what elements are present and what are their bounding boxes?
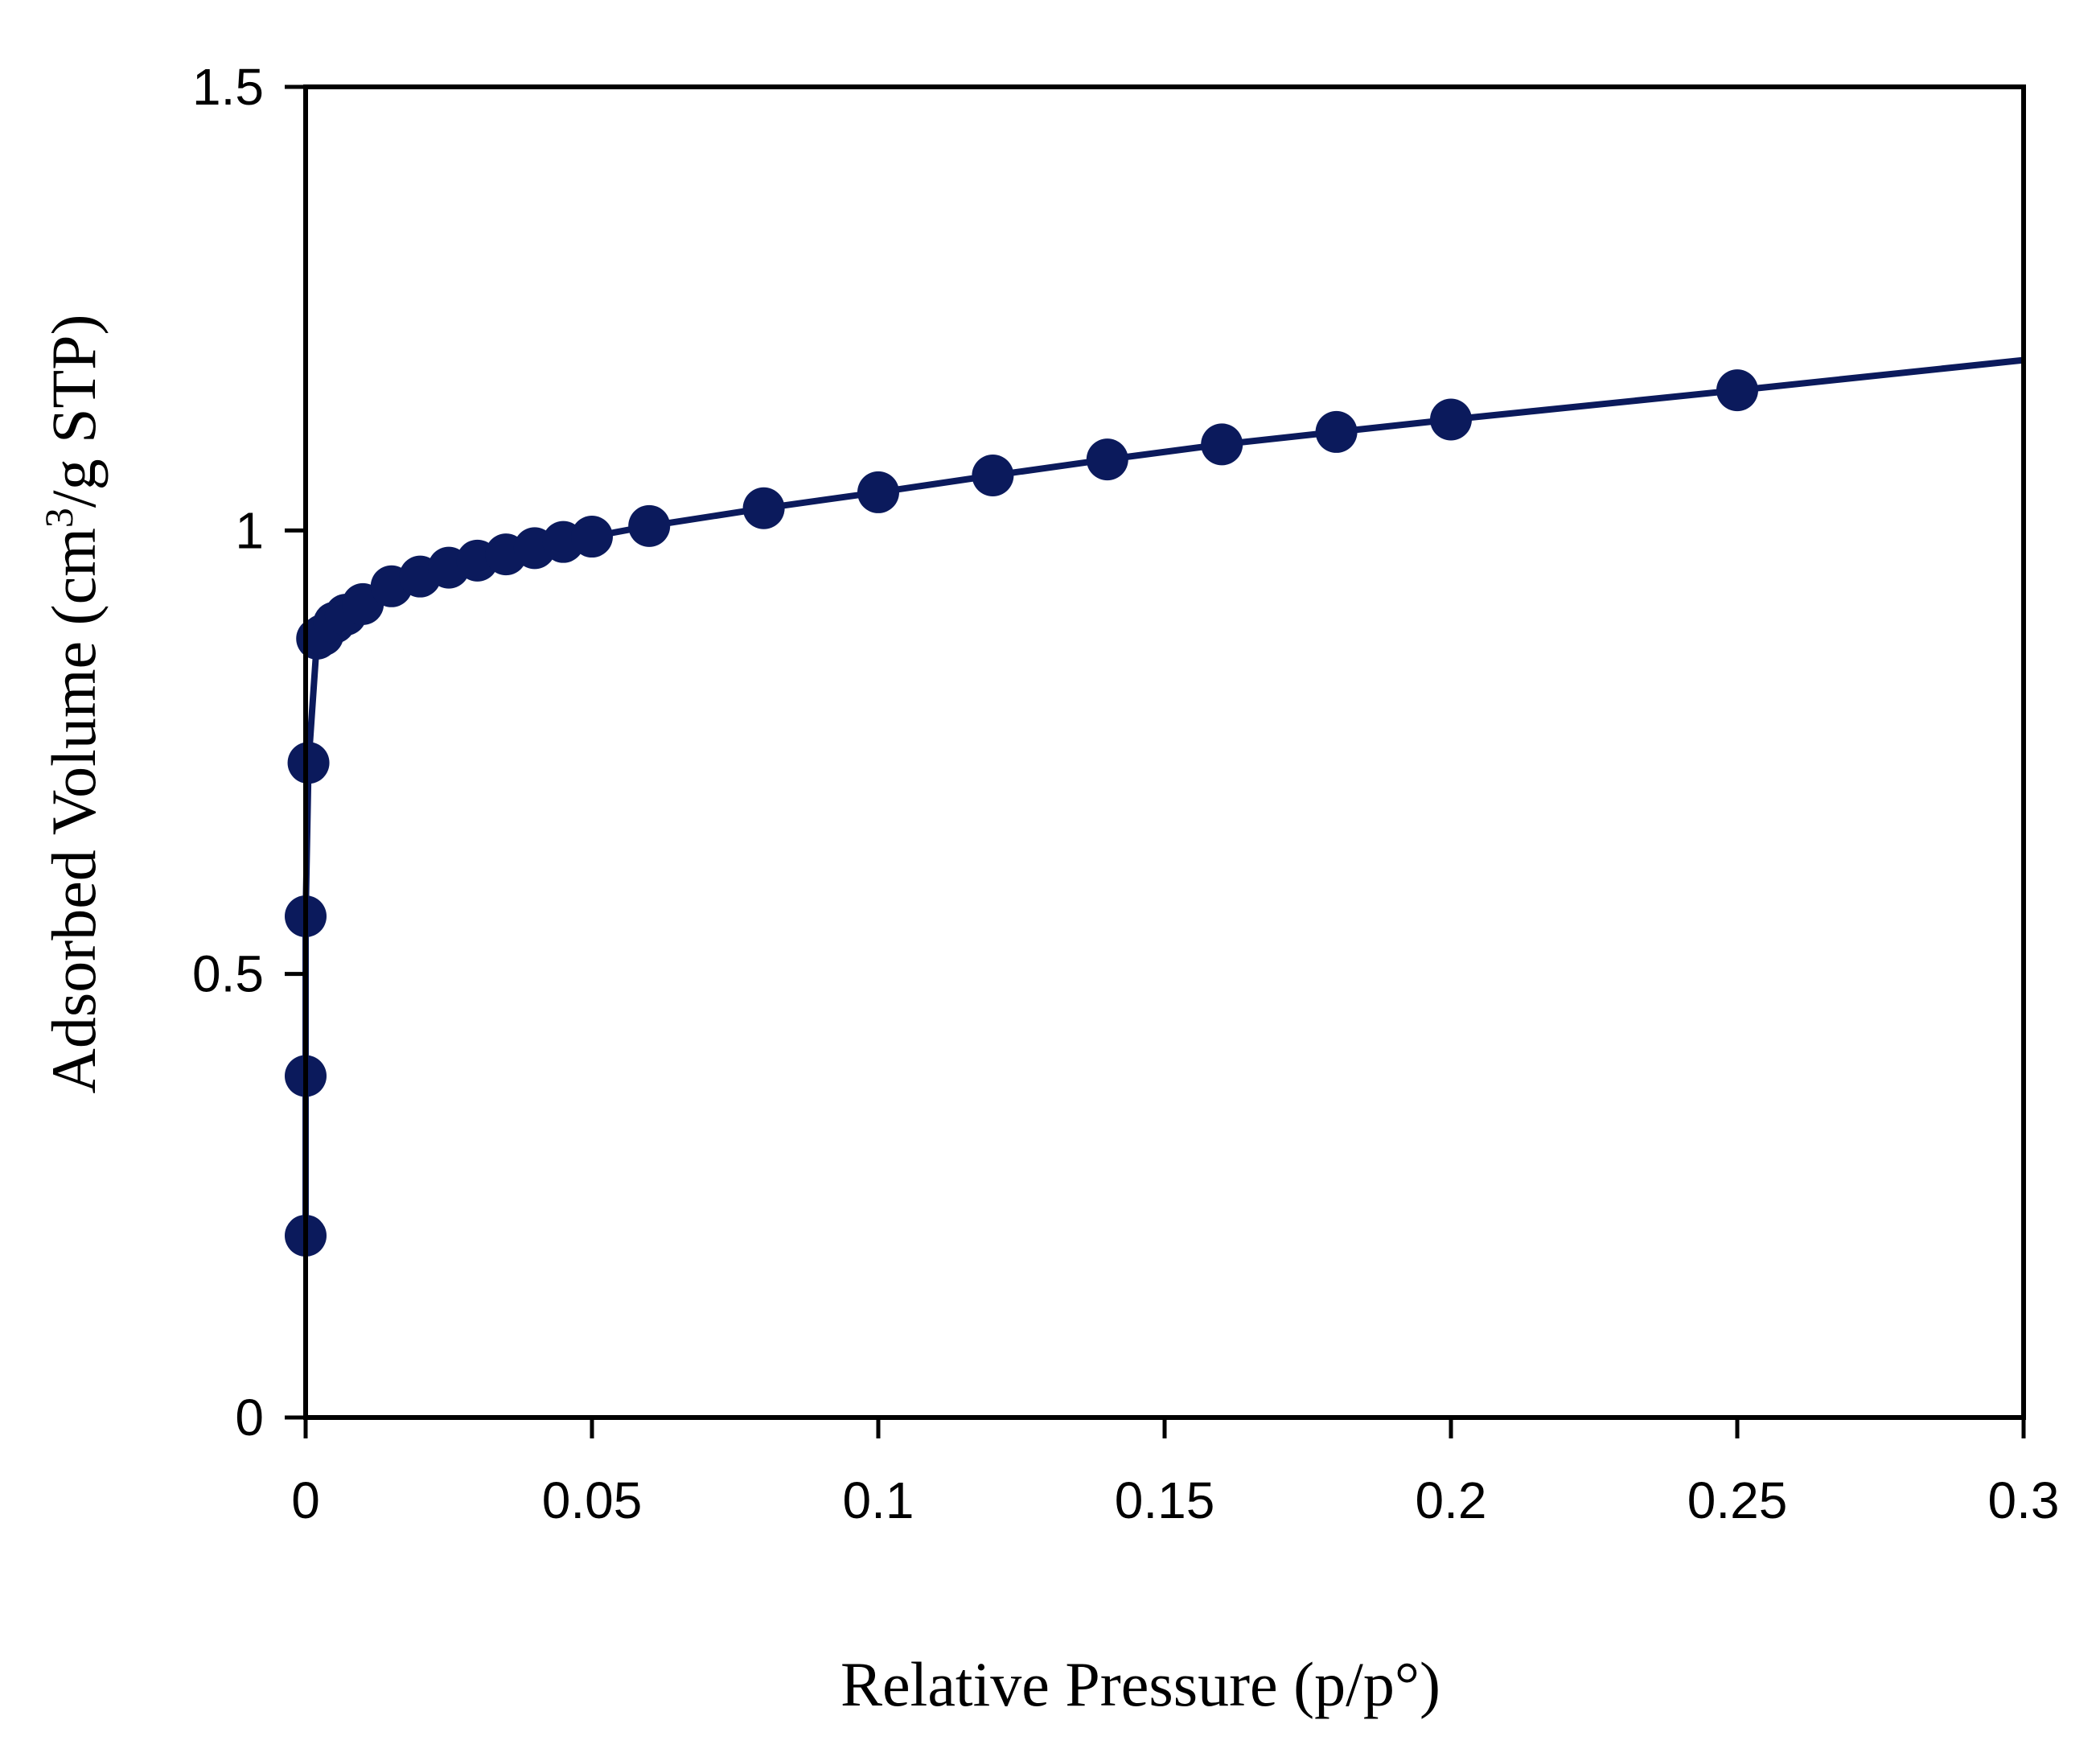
data-point — [1086, 438, 1128, 481]
data-point — [571, 516, 613, 558]
tick-labels: 0 0.05 0.1 0.15 0.2 0.25 0.3 0 0.5 1 1.5 — [192, 58, 2059, 1529]
x-tick-label: 0.15 — [1115, 1471, 1215, 1529]
data-point — [628, 504, 671, 547]
y-axis-title-part2: /g STP) — [39, 315, 109, 508]
data-point — [972, 454, 1014, 496]
data-point — [1430, 398, 1472, 441]
x-tick-label: 0.1 — [843, 1471, 914, 1529]
x-tick-label: 0.25 — [1687, 1471, 1788, 1529]
x-tick-label: 0.3 — [1988, 1471, 2060, 1529]
axes — [285, 84, 2026, 1438]
plot-area — [285, 356, 2024, 1257]
y-tick-label: 1.5 — [192, 58, 264, 116]
x-tick-label: 0 — [291, 1471, 320, 1529]
plot-frame — [303, 84, 2026, 1420]
x-axis-title: Relative Pressure (p/p°) — [840, 1649, 1440, 1719]
data-point — [1716, 369, 1758, 412]
y-tick-label: 1 — [235, 501, 264, 559]
data-point — [742, 487, 785, 529]
data-point — [857, 471, 899, 513]
data-point — [1315, 410, 1358, 453]
y-axis-title-part1: Adsorbed Volume (cm — [39, 528, 109, 1093]
y-tick-label: 0.5 — [192, 945, 264, 1003]
y-axis-title: Adsorbed Volume (cm3/g STP) — [36, 315, 109, 1094]
x-tick-label: 0.05 — [542, 1471, 643, 1529]
y-axis-title-superscript: 3 — [36, 508, 81, 528]
series-line — [302, 356, 2024, 1236]
data-point — [1201, 423, 1243, 466]
x-tick-label: 0.2 — [1416, 1471, 1487, 1529]
data-point — [287, 742, 330, 784]
y-tick-label: 0 — [235, 1389, 264, 1446]
